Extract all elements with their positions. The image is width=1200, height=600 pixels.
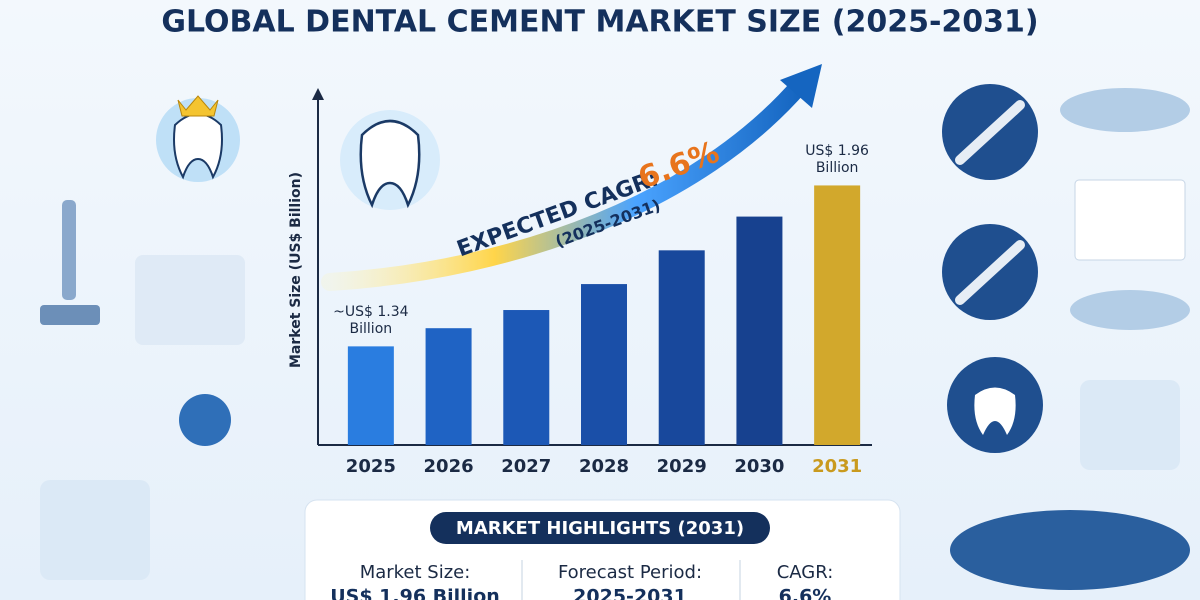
arrow-head (780, 64, 822, 108)
world-map (1070, 290, 1190, 330)
highlights-title: MARKET HIGHLIGHTS (2031) (456, 518, 744, 539)
x-tick-label: 2026 (424, 456, 474, 477)
growth-arrow (321, 76, 809, 291)
microscope-arm (62, 200, 76, 300)
world-map (950, 510, 1190, 590)
chart-title: GLOBAL DENTAL CEMENT MARKET SIZE (2025-2… (161, 5, 1038, 40)
crown-icon (177, 95, 219, 117)
dental-chair (1080, 380, 1180, 470)
x-tick-label: 2030 (734, 456, 784, 477)
x-tick-label: 2031 (812, 456, 862, 477)
microscope-base (40, 305, 100, 325)
bar (503, 310, 550, 445)
world-map (1060, 88, 1190, 132)
y-axis-arrow (312, 88, 324, 100)
mascot-tooth (359, 119, 421, 209)
highlight-label: Market Size: (360, 562, 471, 583)
highlight-value: US$ 1.96 Billion (330, 586, 500, 600)
bar (425, 328, 472, 445)
decor-right (942, 84, 1190, 590)
bar (581, 284, 627, 445)
syringe (955, 240, 1025, 305)
x-tick-label: 2025 (346, 456, 396, 477)
x-tick-label: 2029 (657, 456, 707, 477)
bar (347, 346, 394, 445)
microscope-large (40, 480, 150, 580)
highlight-label: CAGR: (777, 562, 834, 583)
highlight-label: Forecast Period: (558, 562, 702, 583)
bar (814, 185, 861, 446)
mini-chart (1074, 179, 1186, 261)
bar (658, 250, 705, 445)
x-tick-label: 2028 (579, 456, 629, 477)
value-label: ~US$ 1.34 Billion (333, 304, 409, 338)
bar (736, 216, 783, 445)
value-label: US$ 1.96 Billion (805, 143, 869, 177)
badge-icon (179, 394, 231, 446)
mascot (340, 110, 440, 210)
y-axis-label: Market Size (US$ Billion) (288, 172, 304, 368)
tooth-icon (173, 113, 223, 180)
highlights: MARKET HIGHLIGHTS (2031) Market Size: US… (304, 499, 901, 600)
syringe (955, 100, 1025, 165)
highlight-value: 6.6% (779, 586, 832, 600)
decor-left (40, 95, 245, 580)
tooth (974, 387, 1016, 435)
dentist-illustration (135, 255, 245, 345)
highlights-pill (430, 512, 770, 544)
x-tick-label: 2027 (501, 456, 551, 477)
highlight-value: 2025-2031 (573, 586, 687, 600)
